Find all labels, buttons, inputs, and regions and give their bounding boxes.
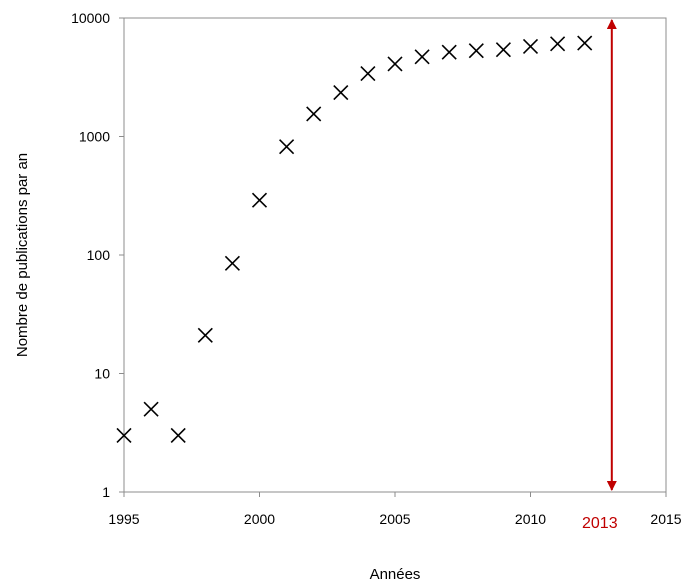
x-tick-label: 2015 <box>650 511 681 527</box>
data-point <box>360 65 376 82</box>
y-axis: 1 10 100 1000 10000 <box>71 10 124 500</box>
year-annotation: 2013 <box>582 19 618 532</box>
data-point <box>550 36 566 52</box>
data-point <box>414 49 430 65</box>
data-point <box>279 139 295 155</box>
annotation-label: 2013 <box>582 515 618 532</box>
data-point <box>387 56 403 72</box>
data-point <box>251 192 268 208</box>
x-tick-label: 2010 <box>515 511 546 527</box>
x-tick-label: 1995 <box>108 511 139 527</box>
data-point <box>441 44 457 60</box>
y-tick-label: 100 <box>87 247 111 263</box>
data-point <box>170 427 186 444</box>
data-point <box>468 43 484 59</box>
data-point <box>116 427 132 444</box>
data-point <box>577 35 593 51</box>
x-tick-label: 2005 <box>379 511 410 527</box>
data-point <box>224 255 240 271</box>
data-points <box>116 35 593 444</box>
data-point <box>306 106 322 122</box>
x-axis: 1995 2000 2005 2010 2015 <box>108 492 682 527</box>
x-axis-title: Années <box>370 566 421 583</box>
y-axis-title: Nombre de publications par an <box>14 153 31 357</box>
data-point <box>143 401 159 417</box>
data-point <box>522 38 539 55</box>
y-tick-label: 10 <box>94 366 110 382</box>
data-point <box>495 42 511 58</box>
y-tick-label: 10000 <box>71 10 110 26</box>
plot-frame <box>123 17 667 493</box>
x-tick-label: 2000 <box>244 511 275 527</box>
data-point <box>197 327 213 343</box>
data-point <box>333 84 349 101</box>
y-tick-label: 1000 <box>79 129 110 145</box>
y-tick-label: 1 <box>102 484 110 500</box>
